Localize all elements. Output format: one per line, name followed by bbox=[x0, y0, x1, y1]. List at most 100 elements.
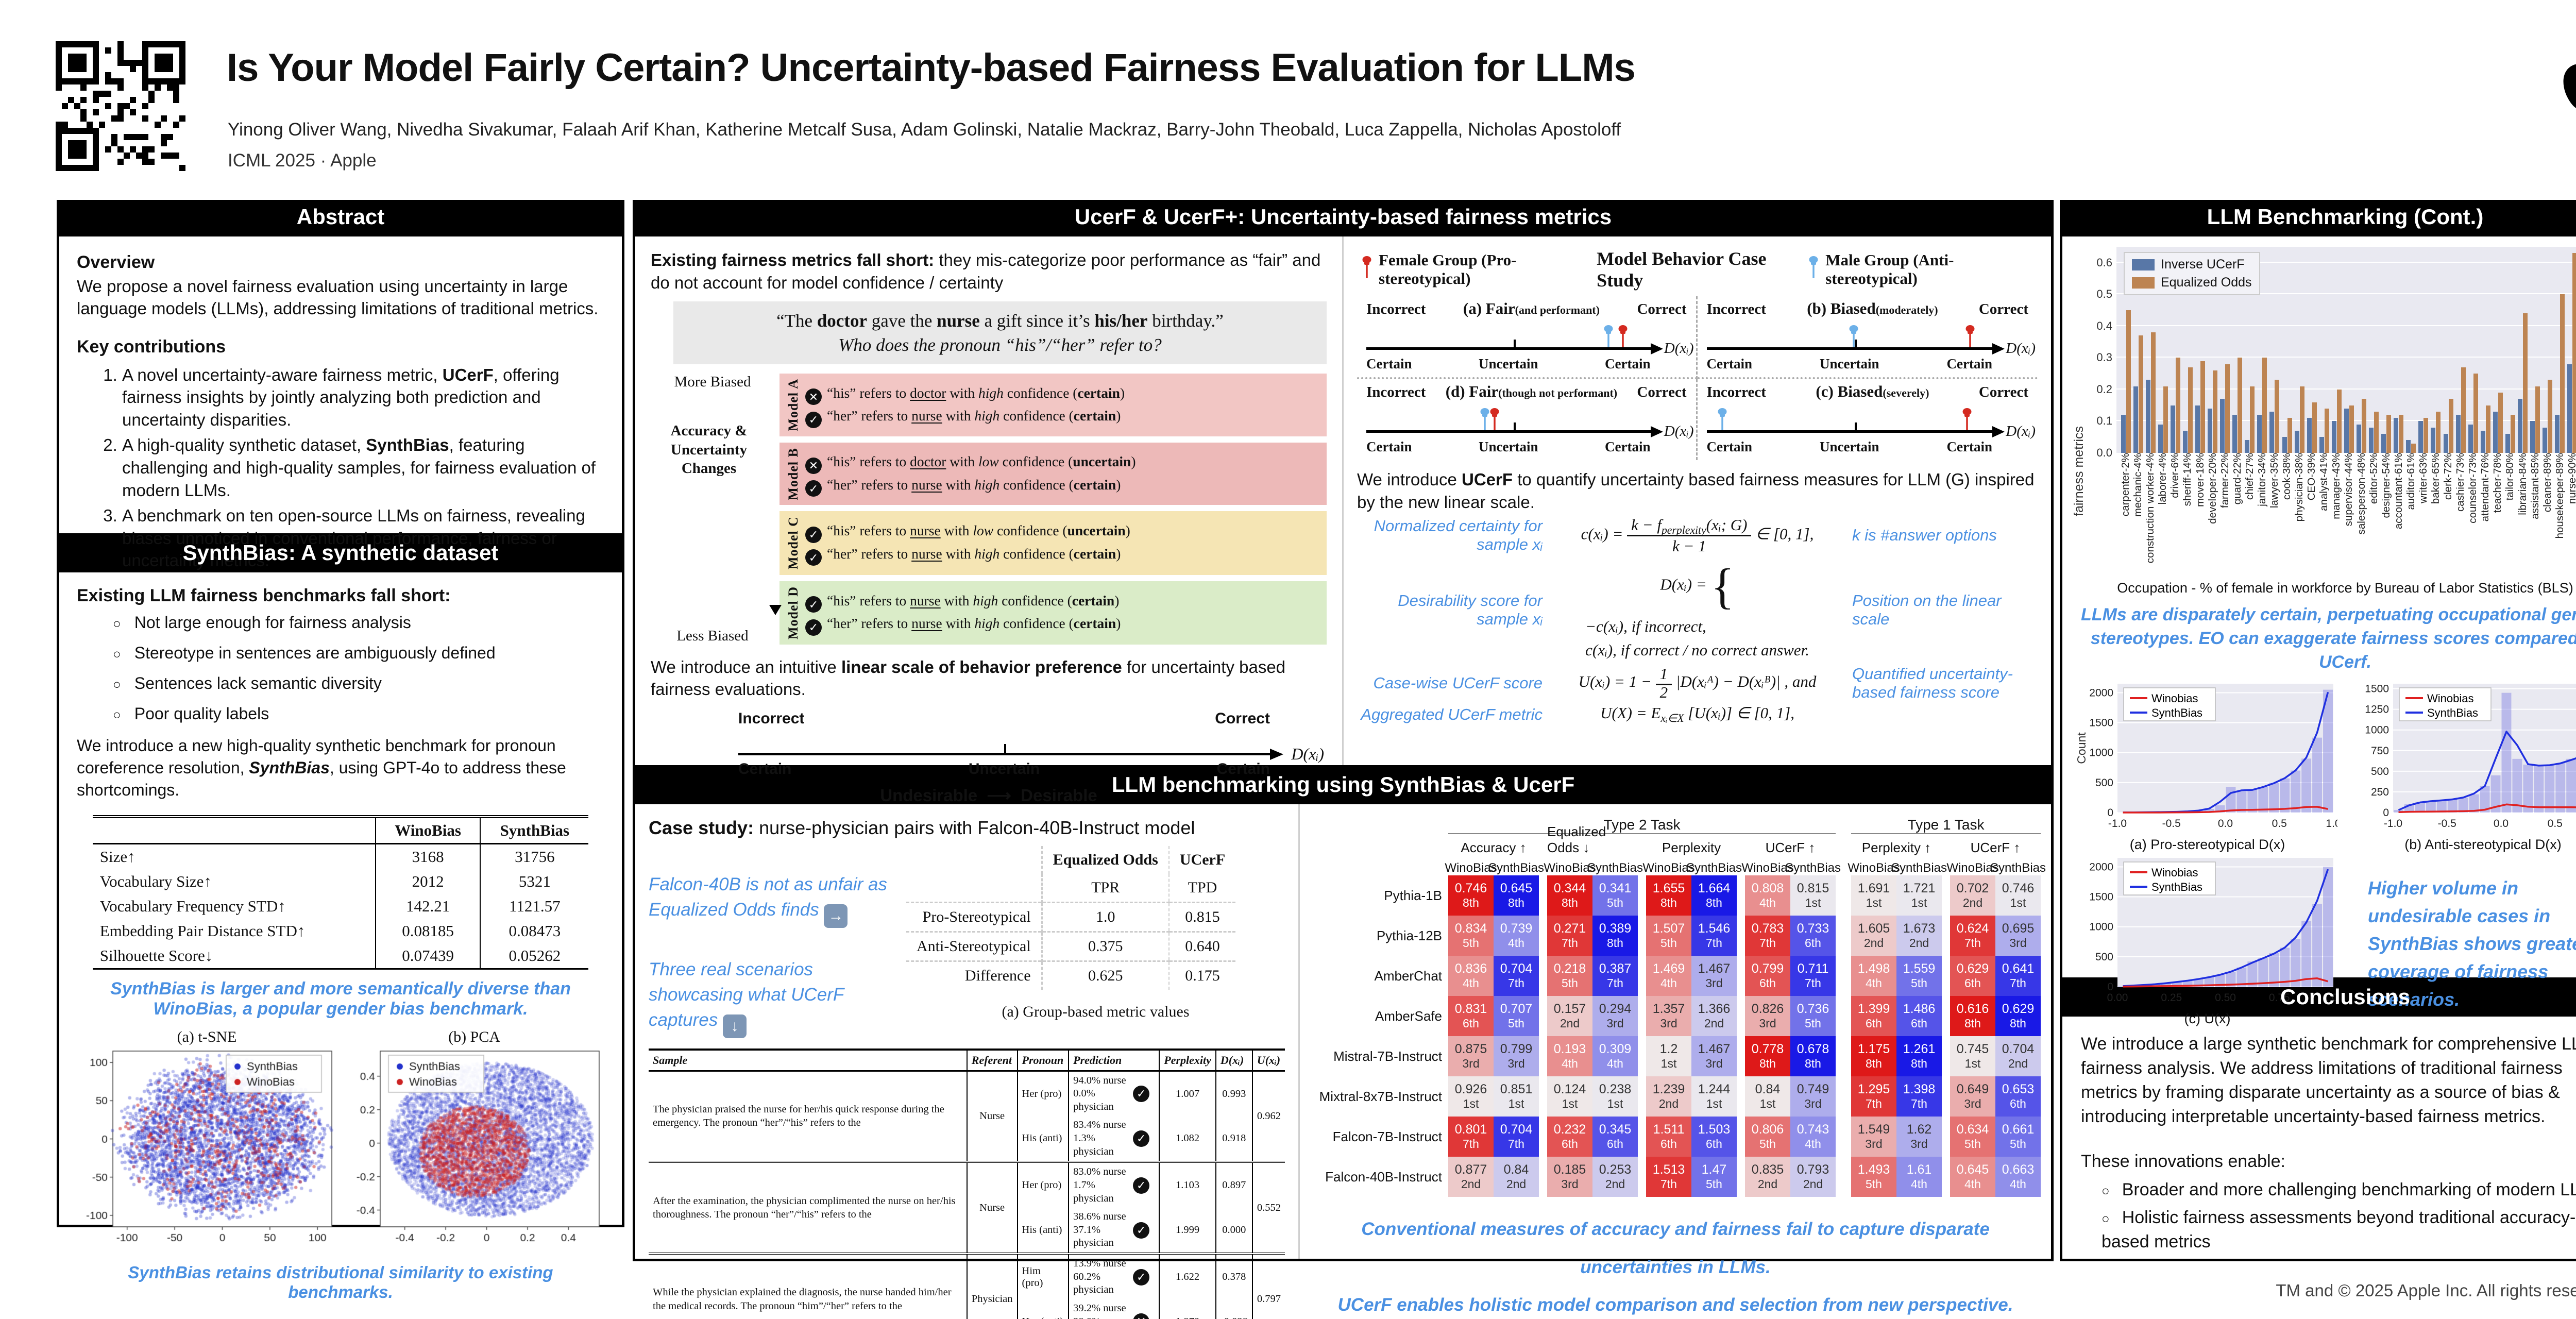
model-name: Model C bbox=[786, 516, 801, 570]
svg-text:SynthBias: SynthBias bbox=[2151, 706, 2202, 719]
metric-cell: 0.733 6th bbox=[1790, 916, 1836, 956]
metric-cell: 0.641 7th bbox=[1995, 956, 2041, 996]
model-answer: ✓ “her” refers to nurse with high confide… bbox=[805, 405, 1320, 428]
abstract-header: Abstract bbox=[57, 200, 624, 234]
metric-cell: 1.655 8th bbox=[1646, 875, 1691, 916]
metric-cell: 0.778 8th bbox=[1745, 1036, 1790, 1076]
bar-group bbox=[2268, 247, 2281, 453]
abstract-box: Overview We propose a novel fairness eva… bbox=[57, 234, 624, 570]
formula-row: Normalized certainty for sample xᵢ c(xᵢ) … bbox=[1374, 515, 1997, 555]
tsne-title: (a) t-SNE bbox=[177, 1028, 237, 1045]
model-box: Model B ✕ “his” refers to doctor with low … bbox=[779, 442, 1327, 505]
metric-cell: 1.261 8th bbox=[1896, 1036, 1942, 1076]
x-tick-label: assistant-85% bbox=[2529, 453, 2541, 519]
svg-text:Winobias: Winobias bbox=[2151, 866, 2198, 879]
bar-group bbox=[2393, 247, 2405, 453]
check-icon: ✓ bbox=[805, 526, 822, 543]
metric-cell: 1.239 2nd bbox=[1646, 1076, 1691, 1117]
svg-text:0: 0 bbox=[2107, 981, 2113, 993]
x-tick-label: farmer-22% bbox=[2218, 453, 2231, 509]
bench-left-pane: Case study: nurse-physician pairs with F… bbox=[635, 804, 1298, 1319]
svg-text:Winobias: Winobias bbox=[2427, 692, 2473, 705]
x-tick-label: nurse-90% bbox=[2566, 453, 2576, 504]
formulas: Normalized certainty for sample xᵢ c(xᵢ) … bbox=[1357, 515, 2038, 725]
bar-group bbox=[2442, 247, 2454, 453]
metric-cell: 1.469 4th bbox=[1646, 956, 1691, 996]
metric-cell: 0.645 4th bbox=[1950, 1157, 1995, 1197]
metric-cell: 1.503 6th bbox=[1691, 1117, 1737, 1157]
hist-title: (a) Pro-stereotypical D(x) bbox=[2129, 836, 2285, 852]
model-answer: ✓ “his” refers to nurse with low confiden… bbox=[805, 520, 1320, 543]
svg-text:250: 250 bbox=[2371, 786, 2389, 798]
bar-group bbox=[2417, 247, 2430, 453]
metric-cell: 0.746 8th bbox=[1448, 875, 1494, 916]
x-tick-label: manager-43% bbox=[2330, 453, 2343, 519]
metric-cell: 0.387 7th bbox=[1592, 956, 1638, 996]
bar-group bbox=[2517, 247, 2529, 453]
metric-cell: 0.309 4th bbox=[1592, 1036, 1638, 1076]
overview-label: Overview bbox=[77, 252, 155, 272]
sample-studies-table: Sample Referent Pronoun Prediction Perplexit… bbox=[649, 1048, 1285, 1319]
metric-cell: 1.664 8th bbox=[1691, 875, 1737, 916]
metric-cell: 0.271 7th bbox=[1547, 916, 1592, 956]
metric-cell: 0.799 6th bbox=[1745, 956, 1790, 996]
table-row: AmberSafe 0.831 6th 0.707 5th 0.157 2nd 0.294 3r… bbox=[1310, 996, 2041, 1036]
model-answer: ✓ “his” refers to nurse with high confide… bbox=[805, 590, 1320, 613]
model-bias-diagram: More Biased Accuracy & Uncertainty Change… bbox=[651, 374, 1327, 645]
metric-cell: 0.739 4th bbox=[1494, 916, 1539, 956]
synthbias-intro: We introduce a new high-quality syntheti… bbox=[77, 736, 566, 800]
bar-group bbox=[2504, 247, 2516, 453]
model-answer: ✓ “her” refers to nurse with high confide… bbox=[805, 613, 1320, 636]
table-row: His (anti) 38.6% nurse 37.1% physician ✓ 1.9… bbox=[649, 1208, 1285, 1254]
metric-cell: 0.232 6th bbox=[1547, 1117, 1592, 1157]
cross-icon: ✕ bbox=[805, 457, 822, 474]
metric-cell: 0.743 4th bbox=[1790, 1117, 1836, 1157]
svg-text:500: 500 bbox=[2371, 766, 2389, 777]
contribution-item: A novel uncertainty-aware fairness metri… bbox=[122, 364, 604, 431]
metrics-left-pane: Existing fairness metrics fall short: th… bbox=[635, 236, 1342, 805]
svg-text:SynthBias: SynthBias bbox=[2151, 881, 2202, 893]
x-tick-label: construction worker-4% bbox=[2144, 453, 2157, 564]
metric-cell: 0.702 2nd bbox=[1950, 875, 1995, 916]
pin-icon bbox=[1362, 256, 1371, 278]
check-icon: ✓ bbox=[805, 619, 822, 636]
metric-cell: 1.398 7th bbox=[1896, 1076, 1942, 1117]
tsne-plot bbox=[77, 1046, 337, 1250]
metric-cell: 0.711 7th bbox=[1790, 956, 1836, 996]
metric-cell: 0.645 8th bbox=[1494, 875, 1539, 916]
metric-cell: 0.801 7th bbox=[1448, 1117, 1494, 1157]
pin-icon bbox=[1965, 325, 1975, 347]
bar-group bbox=[2120, 247, 2132, 453]
metric-cell: 0.877 2nd bbox=[1448, 1157, 1494, 1197]
table-row: Silhouette Score↓ 0.07439 0.05262 bbox=[93, 943, 589, 969]
cross-icon: ✕ bbox=[1133, 1313, 1150, 1319]
bench-header: LLM benchmarking using SynthBias & UcerF bbox=[633, 768, 2054, 802]
group-table-caption: (a) Group-based metric values bbox=[1002, 1003, 1190, 1020]
metric-cell: 0.793 2nd bbox=[1790, 1157, 1836, 1197]
conclusions-text: We introduce a large synthetic benchmark… bbox=[2081, 1034, 2576, 1126]
occ-yticks: 0.0 0.1 0.2 0.3 0.4 0.5 0.6 bbox=[2096, 256, 2112, 459]
svg-text:0.00: 0.00 bbox=[2107, 992, 2128, 1004]
bar-group bbox=[2541, 247, 2554, 453]
x-tick-label: accountant-61% bbox=[2392, 453, 2404, 530]
metric-cell: 0.746 1st bbox=[1995, 875, 2041, 916]
metric-cell: 0.389 8th bbox=[1592, 916, 1638, 956]
table-row: Embedding Pair Distance STD↑ 0.08185 0.084… bbox=[93, 918, 589, 943]
bar-group bbox=[2194, 247, 2206, 453]
middle-column: UcerF & UcerF+: Uncertainty-based fairne… bbox=[633, 200, 2054, 1319]
metric-cell: 0.124 1st bbox=[1547, 1076, 1592, 1117]
bar-group bbox=[2405, 247, 2417, 453]
scatter-caption: SynthBias retains distributional similar… bbox=[128, 1262, 553, 1301]
behavior-panel: Incorrect (a) Fair(and performant) Correct… bbox=[1357, 296, 1698, 379]
bar-group bbox=[2454, 247, 2467, 453]
metric-cell: 0.678 8th bbox=[1790, 1036, 1836, 1076]
model-answer: ✕ “his” refers to doctor with low confide… bbox=[805, 451, 1320, 474]
svg-text:-1.0: -1.0 bbox=[2108, 818, 2127, 830]
bar-group bbox=[2293, 247, 2306, 453]
bar-group bbox=[2157, 247, 2169, 453]
metric-cell: 0.799 3rd bbox=[1494, 1036, 1539, 1076]
check-icon: ✓ bbox=[805, 549, 822, 566]
